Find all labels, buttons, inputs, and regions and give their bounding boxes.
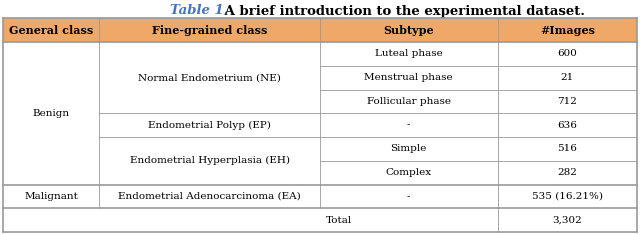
Text: 600: 600 (557, 49, 577, 58)
Text: Total: Total (326, 216, 352, 225)
Text: 712: 712 (557, 97, 577, 106)
Text: Luteal phase: Luteal phase (375, 49, 443, 58)
Text: Complex: Complex (386, 168, 432, 177)
Text: Normal Endometrium (NE): Normal Endometrium (NE) (138, 73, 281, 82)
Text: Table 1.: Table 1. (170, 4, 228, 17)
Text: Endometrial Hyperplasia (EH): Endometrial Hyperplasia (EH) (130, 156, 290, 165)
Bar (3, 18, 637, 42)
Text: 282: 282 (557, 168, 577, 177)
Text: 535 (16.21%): 535 (16.21%) (532, 192, 603, 201)
Text: #Images: #Images (540, 24, 595, 35)
Text: A brief introduction to the experimental dataset.: A brief introduction to the experimental… (220, 4, 585, 17)
Text: Endometrial Polyp (EP): Endometrial Polyp (EP) (148, 121, 271, 130)
Text: 636: 636 (557, 121, 577, 130)
Bar (3, 42, 637, 232)
Text: -: - (407, 121, 410, 130)
Text: -: - (407, 192, 410, 201)
Text: Follicular phase: Follicular phase (367, 97, 451, 106)
Text: Benign: Benign (33, 109, 70, 118)
Text: 516: 516 (557, 144, 577, 153)
Text: 21: 21 (561, 73, 574, 82)
Text: Endometrial Adenocarcinoma (EA): Endometrial Adenocarcinoma (EA) (118, 192, 301, 201)
Text: Fine-grained class: Fine-grained class (152, 24, 268, 35)
Text: Simple: Simple (390, 144, 427, 153)
Text: Menstrual phase: Menstrual phase (364, 73, 453, 82)
Text: 3,302: 3,302 (552, 216, 582, 225)
Text: General class: General class (9, 24, 93, 35)
Text: Subtype: Subtype (383, 24, 434, 35)
Text: Malignant: Malignant (24, 192, 78, 201)
